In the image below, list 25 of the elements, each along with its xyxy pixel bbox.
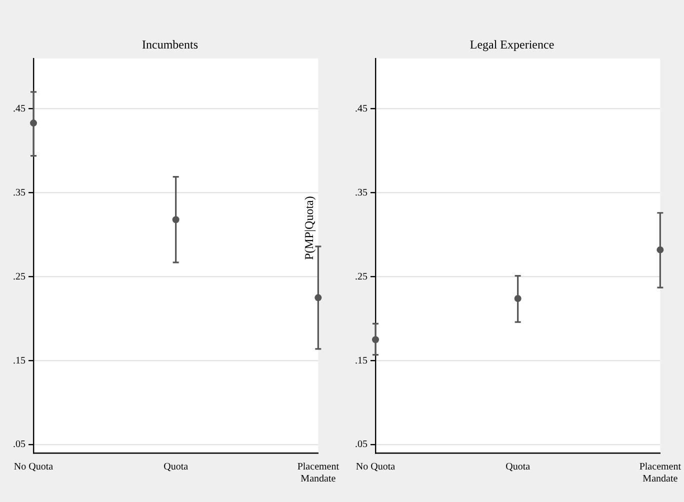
- x-tick-label: No Quota: [14, 462, 54, 473]
- x-tick-label: Placement Mandate: [297, 462, 340, 485]
- y-tick-label: .35: [355, 187, 368, 198]
- y-tick-label: .25: [355, 271, 368, 282]
- y-axis-title: P(MP|Quota): [302, 195, 317, 262]
- x-tick-label: Quota: [506, 462, 531, 473]
- y-tick-label: .15: [13, 355, 26, 366]
- y-tick-label: .15: [355, 355, 368, 366]
- y-tick-label: .25: [13, 271, 26, 282]
- x-tick-label: Quota: [164, 462, 189, 473]
- y-tick-label: .35: [13, 187, 26, 198]
- x-tick-label: Placement Mandate: [639, 462, 682, 485]
- point: [30, 120, 37, 127]
- point: [372, 336, 379, 344]
- point: [514, 295, 522, 302]
- point: [172, 216, 180, 224]
- y-tick-label: .45: [355, 103, 368, 114]
- y-tick-label: .05: [13, 439, 26, 450]
- point: [314, 294, 322, 302]
- y-tick-label: .05: [355, 439, 368, 450]
- x-tick-label: No Quota: [356, 462, 396, 473]
- chart-title: Incumbents: [142, 37, 198, 52]
- point: [656, 246, 664, 254]
- y-tick-label: .45: [13, 103, 26, 114]
- chart-title: Legal Experience: [470, 37, 554, 52]
